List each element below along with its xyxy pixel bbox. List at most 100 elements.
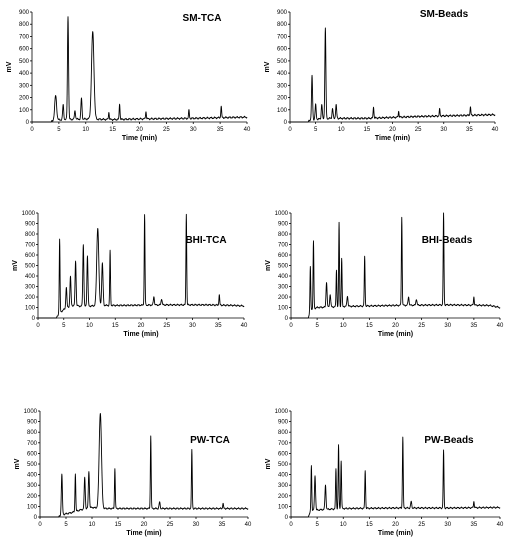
chart-6-title: PW-Beads xyxy=(424,435,474,446)
chart-5-y-tick-label: 500 xyxy=(27,462,38,468)
chart-1-y-tick-label: 200 xyxy=(19,96,30,102)
chart-1-peak-2 xyxy=(63,104,64,105)
chart-4-peak-12 xyxy=(416,298,417,299)
chart-5-peak-8 xyxy=(159,502,160,503)
chart-1-y-tick-label: 100 xyxy=(19,108,30,114)
chart-6-peak-7 xyxy=(365,470,366,471)
chart-5-x-tick-label: 10 xyxy=(89,522,96,528)
chart-3-y-tick-label: 900 xyxy=(25,222,36,228)
chart-3-x-tick-label: 35 xyxy=(215,323,222,329)
chart-4-x-tick-label: 25 xyxy=(418,323,425,329)
chart-3-peak-5 xyxy=(83,244,84,245)
chart-1-x-tick-label: 20 xyxy=(136,127,143,133)
chart-1-x-tick-label: 35 xyxy=(217,127,224,133)
chart-3-y-tick-label: 0 xyxy=(32,316,36,322)
chart-2-peak-2 xyxy=(315,104,316,105)
chart-4-peak-9 xyxy=(364,256,365,257)
chart-3-peak-12 xyxy=(161,298,162,299)
chart-1-peak-5 xyxy=(81,98,82,99)
chart-4-y-axis-label: mV xyxy=(265,260,272,271)
chart-1-y-tick-label: 500 xyxy=(19,59,30,65)
chart-5-x-tick-label: 15 xyxy=(115,522,122,528)
chart-5-trace xyxy=(39,413,249,518)
chart-1-x-axis-label: Time (min) xyxy=(122,135,157,142)
chart-4-x-tick-label: 10 xyxy=(340,323,347,329)
chart-2-y-tick-label: 100 xyxy=(277,108,288,114)
chart-2-y-tick-label: 0 xyxy=(284,120,288,126)
chart-6-peak-10 xyxy=(443,450,444,451)
chart-4-peak-8 xyxy=(347,295,348,296)
chart-5-peak-1 xyxy=(61,474,62,475)
chart-5-peak-5 xyxy=(100,412,101,413)
chart-2-x-tick-label: 0 xyxy=(288,127,292,133)
chart-5-y-tick-label: 600 xyxy=(27,451,38,457)
chart-4-y-tick-label: 200 xyxy=(278,295,289,301)
chart-2-title: SM-Beads xyxy=(420,9,469,20)
chart-6-y-tick-label: 700 xyxy=(278,441,289,447)
chart-2-trace xyxy=(289,27,496,123)
chart-5: 0 100 200 300 400 500 600 700 800 900 1000 0 5 10 15 20… xyxy=(14,409,252,537)
chart-1-title: SM-TCA xyxy=(183,13,222,24)
chart-3-y-tick-label: 400 xyxy=(25,274,36,280)
chart-3-x-tick-label: 15 xyxy=(112,323,119,329)
chart-4-y-tick-label: 900 xyxy=(278,222,289,228)
chart-3-peak-11 xyxy=(153,296,154,297)
chart-6-x-tick-label: 20 xyxy=(392,522,399,528)
chart-6-y-tick-label: 1000 xyxy=(275,409,289,415)
chart-6-y-tick-label: 600 xyxy=(278,451,289,457)
chart-1-y-tick-label: 300 xyxy=(19,83,30,89)
chart-6-peak-9 xyxy=(411,501,412,502)
chart-4-peak-3 xyxy=(326,281,327,282)
chart-4-y-tick-label: 600 xyxy=(278,253,289,259)
chart-5-x-axis-label: Time (min) xyxy=(126,530,161,537)
chart-2-x-tick-label: 5 xyxy=(314,127,318,133)
chart-2: 0 100 200 300 400 500 600 700 800 900 0 5 10 15 20 25 30… xyxy=(264,9,499,142)
chart-1: 0 100 200 300 400 500 600 700 800 900 0 5 10 15 20 25 30… xyxy=(6,10,251,142)
chart-1-x-tick-label: 5 xyxy=(57,127,61,133)
chart-6-x-axis-label: Time (min) xyxy=(378,530,413,537)
chart-3-y-tick-label: 500 xyxy=(25,264,36,270)
chart-4-y-tick-label: 400 xyxy=(278,274,289,280)
chart-5-y-tick-label: 300 xyxy=(27,483,38,489)
chart-6-y-tick-label: 0 xyxy=(285,515,289,521)
chart-4-y-tick-label: 1000 xyxy=(275,211,289,217)
chart-2-y-tick-label: 200 xyxy=(277,96,288,102)
chart-6-y-tick-label: 300 xyxy=(278,483,289,489)
chart-3-peak-9 xyxy=(110,250,111,251)
chart-2-y-tick-label: 400 xyxy=(277,71,288,77)
chart-5-y-tick-label: 900 xyxy=(27,420,38,426)
chart-1-x-tick-label: 10 xyxy=(82,127,89,133)
chart-3-peak-1 xyxy=(59,239,60,240)
chart-4-x-tick-label: 20 xyxy=(392,323,399,329)
chart-2-y-tick-label: 600 xyxy=(277,47,288,53)
chart-1-y-tick-label: 800 xyxy=(19,22,30,28)
chart-6-x-tick-label: 5 xyxy=(315,522,319,528)
chart-3-peak-10 xyxy=(144,214,145,215)
chart-6-peak-6 xyxy=(341,460,342,461)
chart-4-peak-6 xyxy=(338,222,339,223)
chart-2-x-tick-label: 15 xyxy=(364,127,371,133)
chart-3-peak-2 xyxy=(66,287,67,288)
chart-4-y-tick-label: 500 xyxy=(278,264,289,270)
chart-6-peak-2 xyxy=(314,475,315,476)
chart-4-peak-4 xyxy=(330,294,331,295)
chart-5-peak-6 xyxy=(114,468,115,469)
chart-4-x-tick-label: 0 xyxy=(289,323,293,329)
chart-5-x-tick-label: 25 xyxy=(167,522,174,528)
chart-4-peak-14 xyxy=(473,296,474,297)
chart-5-peak-3 xyxy=(84,477,85,478)
chart-6-x-tick-label: 40 xyxy=(497,522,504,528)
chart-6-x-tick-label: 0 xyxy=(289,522,293,528)
chart-3-y-tick-label: 600 xyxy=(25,253,36,259)
chart-5-x-tick-label: 20 xyxy=(141,522,148,528)
chart-4-x-tick-label: 35 xyxy=(471,323,478,329)
chart-2-x-tick-label: 40 xyxy=(492,127,499,133)
chart-2-y-tick-label: 300 xyxy=(277,83,288,89)
chart-1-x-tick-label: 15 xyxy=(109,127,116,133)
chart-2-peak-7 xyxy=(373,106,374,107)
chart-4: 0 100 200 300 400 500 600 700 800 900 1000 0 5 10 15 20… xyxy=(265,211,504,338)
chart-2-peak-4 xyxy=(325,28,326,29)
chart-6-peak-4 xyxy=(335,468,336,469)
chart-6-y-axis-label: mV xyxy=(265,458,272,469)
chart-4-trace xyxy=(290,212,501,319)
